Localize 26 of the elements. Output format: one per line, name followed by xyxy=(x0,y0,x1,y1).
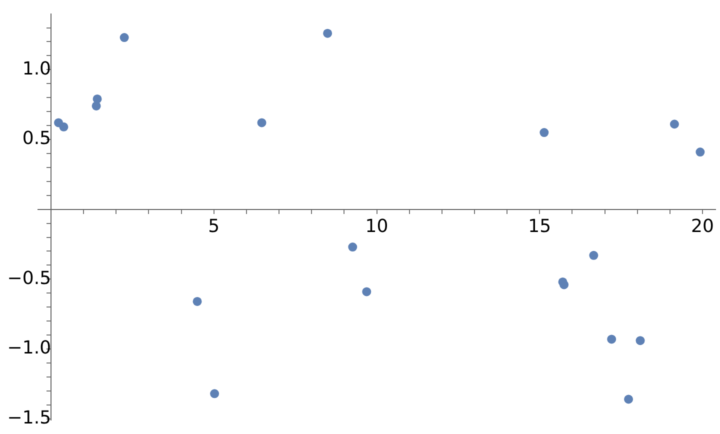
point xyxy=(636,336,645,346)
y-tick-label: −1.5 xyxy=(7,407,52,428)
y-tick-label: 0.5 xyxy=(22,128,52,150)
point xyxy=(348,242,358,252)
point xyxy=(210,389,220,398)
point xyxy=(607,334,616,344)
point xyxy=(589,250,598,260)
x-tick-label: 5 xyxy=(208,216,220,237)
x-tick-label: 15 xyxy=(528,216,552,237)
point xyxy=(192,296,202,306)
point xyxy=(323,28,332,38)
point xyxy=(670,120,679,129)
y-tick-label: 1.0 xyxy=(22,58,52,80)
y-tick-label: −1.0 xyxy=(7,338,52,359)
point xyxy=(540,128,549,138)
x-tick-label: 10 xyxy=(365,216,388,237)
point xyxy=(257,118,266,128)
point xyxy=(696,148,705,157)
point xyxy=(362,287,372,296)
y-tick-label: −0.5 xyxy=(7,268,52,289)
point xyxy=(59,122,68,132)
point xyxy=(560,280,569,290)
point xyxy=(120,33,129,42)
point xyxy=(92,94,102,104)
point xyxy=(624,394,634,404)
x-tick-label: 20 xyxy=(691,216,714,237)
